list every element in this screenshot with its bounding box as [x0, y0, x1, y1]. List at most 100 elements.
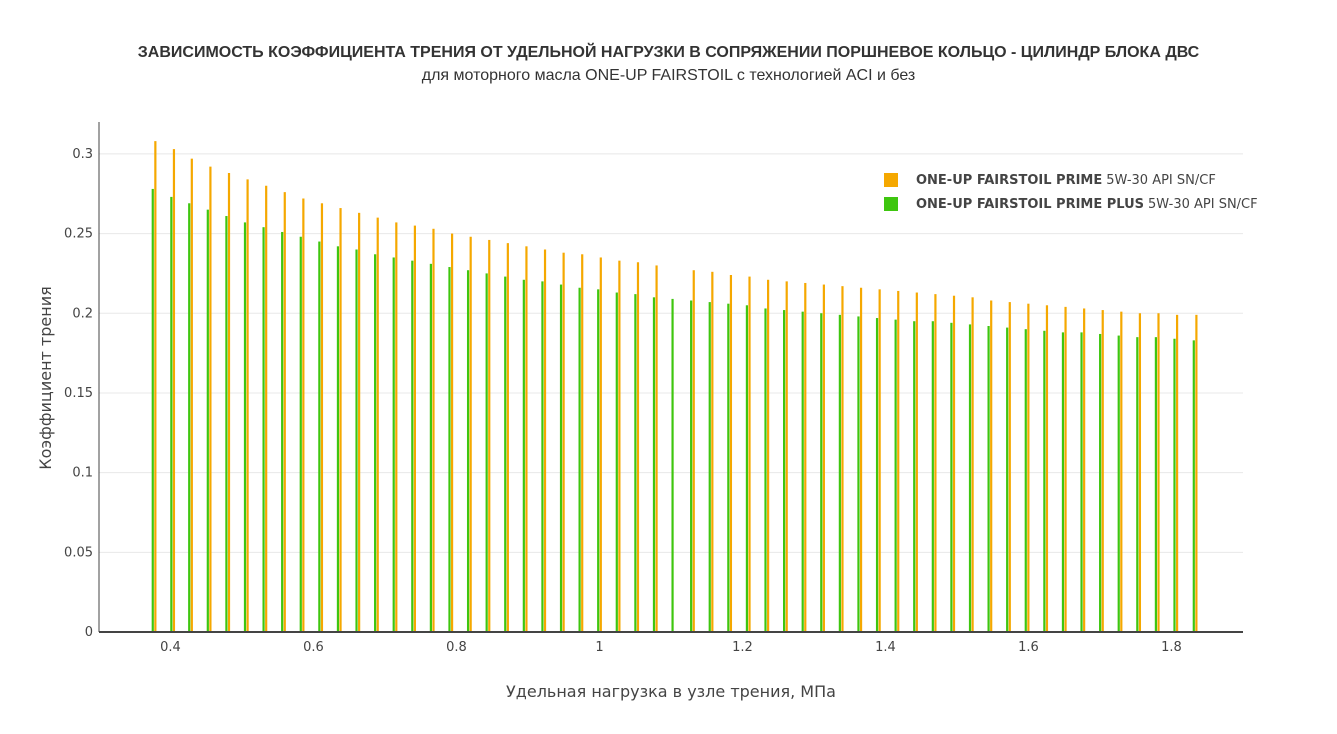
- bar-prime: [246, 179, 249, 632]
- bar-prime: [1045, 305, 1049, 632]
- bar-prime-plus: [634, 294, 637, 632]
- bar-prime-plus: [485, 273, 488, 632]
- bar-prime: [599, 257, 602, 632]
- y-axis-title: Коэффициент трения: [36, 286, 55, 470]
- legend-label-prime-plus-rest: 5W-30 API SN/CF: [1148, 196, 1258, 212]
- bar-prime: [395, 222, 398, 632]
- bar-prime-plus: [652, 297, 656, 632]
- bar-prime: [1138, 313, 1142, 632]
- bar-prime-plus: [708, 302, 711, 632]
- y-tick-label: 0.3: [72, 147, 93, 162]
- bar-prime-plus: [1043, 330, 1046, 632]
- bar-prime-plus: [281, 231, 284, 632]
- chart-title: ЗАВИСИМОСТЬ КОЭФФИЦИЕНТА ТРЕНИЯ ОТ УДЕЛЬ…: [137, 44, 1200, 61]
- bar-prime: [581, 254, 584, 632]
- bar-prime-plus: [299, 236, 302, 632]
- bar-prime: [636, 262, 640, 632]
- bar-prime: [1027, 303, 1030, 632]
- bar-prime: [934, 294, 937, 632]
- bar-prime-plus: [968, 324, 972, 632]
- bar-prime-plus: [1006, 327, 1009, 632]
- bar-prime: [1157, 313, 1160, 632]
- tick-labels: 0 0.05 0.1 0.15 0.2 0.25 0.3 0.4 0.6 0.8 1 1.2 1.4 1.…: [64, 147, 1182, 655]
- bar-prime: [358, 212, 361, 632]
- bar-prime-plus: [987, 326, 990, 632]
- bar-prime: [488, 239, 491, 632]
- bar-prime: [525, 246, 528, 632]
- bar-prime: [785, 281, 788, 632]
- bar-prime-plus: [206, 209, 209, 632]
- bar-prime-plus: [522, 279, 525, 632]
- bar-prime: [1195, 314, 1198, 632]
- bar-prime: [265, 185, 268, 632]
- bar-prime-plus: [931, 321, 934, 632]
- bar-prime-plus: [820, 313, 823, 632]
- bar-prime: [692, 270, 695, 632]
- bar-prime: [729, 275, 733, 632]
- bar-prime-plus: [541, 281, 544, 632]
- bar-prime-plus: [448, 267, 451, 632]
- legend: ONE-UP FAIRSTOIL PRIME 5W-30 API SN/CF O…: [884, 169, 1258, 217]
- bar-prime-plus: [745, 305, 749, 632]
- bar-prime-plus: [727, 303, 730, 632]
- bar-prime-plus: [1024, 329, 1027, 632]
- bar-prime-plus: [429, 263, 432, 632]
- bar-prime: [209, 166, 212, 632]
- bar-prime: [154, 141, 157, 632]
- gridlines: [99, 153, 1243, 553]
- bar-prime: [1008, 302, 1011, 632]
- bar-prime-plus: [894, 319, 897, 632]
- x-tick-label: 0.6: [303, 640, 324, 655]
- bar-prime: [748, 276, 751, 632]
- bar-prime: [971, 297, 974, 632]
- x-tick-label: 1: [595, 640, 603, 655]
- bar-prime: [1120, 311, 1123, 632]
- bar-prime: [413, 225, 416, 632]
- bar-prime: [432, 228, 435, 632]
- y-tick-label: 0.25: [64, 227, 93, 242]
- bar-prime-plus: [392, 257, 395, 632]
- bar-prime-plus: [318, 241, 321, 632]
- bar-prime: [283, 192, 286, 632]
- chart-subtitle: для моторного масла ONE-UP FAIRSTOIL с т…: [421, 67, 916, 84]
- x-tick-label: 1.4: [875, 640, 896, 655]
- bar-prime: [897, 290, 900, 632]
- bar-prime-plus: [1061, 332, 1065, 632]
- bar-prime: [804, 282, 807, 632]
- bar-prime-plus: [578, 287, 581, 632]
- legend-item-prime-plus[interactable]: ONE-UP FAIRSTOIL PRIME PLUS 5W-30 API SN…: [884, 193, 1258, 215]
- bar-prime: [339, 208, 342, 632]
- bar-prime: [562, 252, 565, 632]
- x-axis-title: Удельная нагрузка в узле трения, МПа: [506, 682, 836, 701]
- bar-prime: [302, 198, 305, 632]
- y-tick-label: 0.05: [64, 545, 93, 560]
- bar-prime-plus: [1099, 333, 1102, 632]
- bar-prime-plus: [671, 298, 674, 632]
- bar-prime: [915, 292, 918, 632]
- bar-prime-plus: [170, 196, 173, 632]
- bar-prime-plus: [1154, 337, 1157, 632]
- bar-prime-plus: [1117, 335, 1120, 632]
- bar-prime: [655, 265, 658, 632]
- bar-prime-plus: [411, 260, 414, 632]
- bar-prime-plus: [783, 310, 786, 632]
- x-tick-label: 1.2: [732, 640, 753, 655]
- x-tick-label: 1.6: [1018, 640, 1039, 655]
- bar-prime: [952, 295, 956, 632]
- bar-prime-plus: [243, 222, 247, 632]
- legend-label-prime-bold: ONE-UP FAIRSTOIL PRIME: [916, 172, 1103, 188]
- bar-prime-plus: [336, 246, 340, 632]
- legend-item-prime[interactable]: ONE-UP FAIRSTOIL PRIME 5W-30 API SN/CF: [884, 169, 1258, 191]
- legend-label-prime-plus-bold: ONE-UP FAIRSTOIL PRIME PLUS: [916, 196, 1145, 212]
- bar-prime: [841, 286, 844, 632]
- bar-prime: [1101, 310, 1104, 632]
- bar-prime: [822, 284, 825, 632]
- bar-prime: [190, 158, 193, 632]
- bar-prime-plus: [374, 254, 377, 632]
- bar-prime: [506, 243, 509, 632]
- bar-prime-plus: [355, 249, 358, 632]
- legend-swatch-prime-plus: [884, 197, 898, 211]
- bar-prime: [878, 289, 881, 632]
- bar-prime: [859, 287, 863, 632]
